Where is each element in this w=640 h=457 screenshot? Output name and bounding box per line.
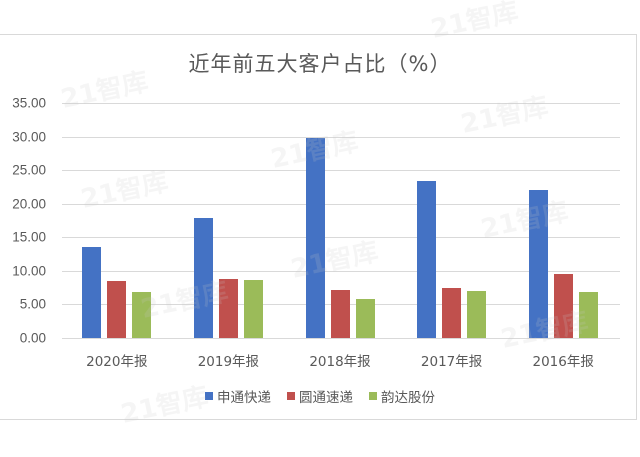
legend-item: 申通快递 (205, 386, 271, 406)
chart-title: 近年前五大客户占比（%） (188, 52, 452, 76)
legend-label: 圆通速递 (299, 390, 353, 406)
x-tick-label: 2020年报 (86, 354, 148, 370)
gridline (62, 204, 620, 205)
bar (355, 299, 375, 338)
gridline (62, 237, 620, 238)
y-tick-label: 0.00 (19, 330, 46, 346)
bar (132, 292, 152, 338)
x-tick-label: 2016年报 (532, 354, 594, 370)
legend: 申通快递 圆通速递 韵达股份 (0, 386, 640, 406)
bar (243, 280, 263, 338)
y-tick-label: 15.00 (12, 229, 46, 245)
gridline (62, 137, 620, 138)
bar (82, 247, 102, 338)
y-tick-label: 30.00 (12, 129, 46, 145)
bar (442, 288, 462, 338)
legend-item: 圆通速递 (287, 386, 353, 406)
x-tick-label: 2017年报 (420, 354, 483, 370)
y-tick-label: 20.00 (12, 196, 46, 212)
bar (417, 180, 437, 338)
bar (107, 280, 127, 338)
legend-swatch-icon (205, 392, 213, 400)
x-tick-label: 2018年报 (309, 354, 371, 370)
bar (330, 290, 350, 338)
legend-item: 韵达股份 (369, 386, 435, 406)
bar (305, 137, 325, 338)
y-tick-label: 10.00 (12, 263, 46, 279)
y-tick-label: 25.00 (12, 162, 46, 178)
gridline (62, 271, 620, 272)
y-tick-label: 5.00 (19, 296, 46, 312)
bar (578, 291, 598, 338)
bar (193, 217, 213, 338)
legend-label: 韵达股份 (381, 390, 435, 406)
legend-label: 申通快递 (217, 390, 271, 406)
gridline (62, 103, 620, 104)
gridline (62, 170, 620, 171)
bar (528, 190, 548, 338)
gridline (62, 338, 620, 339)
legend-swatch-icon (369, 392, 377, 400)
y-tick-label: 35.00 (12, 95, 46, 111)
bar (467, 291, 487, 338)
x-tick-label: 2019年报 (197, 354, 260, 370)
legend-swatch-icon (287, 392, 295, 400)
bar (218, 278, 238, 338)
bar (553, 274, 573, 338)
